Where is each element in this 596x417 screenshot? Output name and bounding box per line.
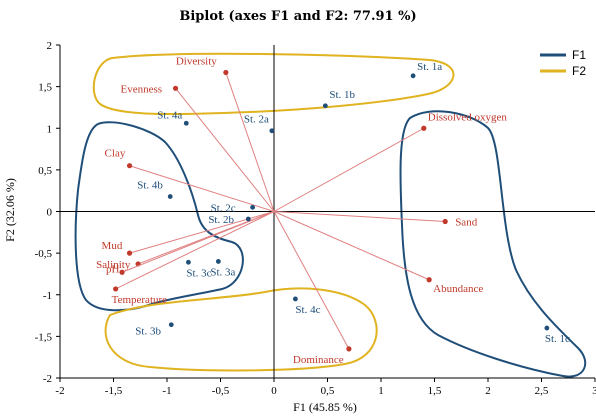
variable-vector-line xyxy=(225,72,275,212)
f2-cluster-top xyxy=(92,52,455,116)
y-tick-label: 0,5 xyxy=(38,165,52,177)
axes: -2 -1,5 -1 -0,5 0 0,5 1 1,5 2 2,5 3 -2 -1,5 -1 -0,5 0 0,… xyxy=(35,40,596,397)
observation-point xyxy=(322,103,328,109)
f1-cluster-right xyxy=(399,110,587,378)
variable-point xyxy=(346,346,352,352)
x-tick-label: 0 xyxy=(271,385,277,397)
variable-label: Mud xyxy=(102,240,123,252)
variable-vector-line xyxy=(273,211,446,222)
x-tick-label: 1,5 xyxy=(428,385,442,397)
variable-vector-line xyxy=(115,211,275,290)
variable-point xyxy=(172,85,179,91)
variable-vector-line xyxy=(129,165,275,212)
legend-label: F2 xyxy=(572,64,586,78)
observation-label: St. 2b xyxy=(208,214,234,226)
variable-vector-line xyxy=(175,87,275,212)
chart-title: Biplot (axes F1 and F2: 77.91 %) xyxy=(179,9,416,24)
observation-label: St. 3c xyxy=(186,267,211,279)
variable-vectors: Diversity Evenness Dissolved oxygen Clay San… xyxy=(96,55,507,365)
observation-point xyxy=(250,204,256,210)
variable-point xyxy=(113,286,119,292)
observation-point xyxy=(167,194,173,199)
x-tick-label: -1 xyxy=(162,385,171,397)
observation-point xyxy=(186,259,191,265)
variable-label: Diversity xyxy=(176,55,217,67)
x-tick-label: -0,5 xyxy=(212,385,230,397)
y-tick-label: 1 xyxy=(47,123,53,135)
x-tick-label: -2 xyxy=(55,385,64,397)
observation-point xyxy=(410,73,416,79)
x-tick-label: 1 xyxy=(378,385,384,397)
y-tick-label: 1,5 xyxy=(38,82,52,94)
y-tick-label: -1,5 xyxy=(35,331,53,343)
variable-label: Clay xyxy=(105,148,126,160)
observation-label: St. 4b xyxy=(137,180,163,192)
x-tick-label: 2 xyxy=(485,385,491,397)
variable-vector-line xyxy=(273,211,350,350)
observation-label: St. 3b xyxy=(135,326,161,338)
observation-label: St. 1b xyxy=(329,89,355,101)
legend-label: F1 xyxy=(572,48,586,62)
x-tick-label: 0,5 xyxy=(321,385,335,397)
variable-point xyxy=(223,69,229,76)
cluster-outlines xyxy=(74,52,587,378)
observation-label: St. 3a xyxy=(210,266,235,278)
variable-point xyxy=(126,163,133,169)
variable-point xyxy=(442,218,448,225)
variable-label: Abundance xyxy=(433,283,483,295)
variable-label: Salinity xyxy=(96,259,131,271)
observation-label: St. 1c xyxy=(545,333,570,345)
observation-point xyxy=(544,325,550,331)
variable-vector-line xyxy=(121,211,275,273)
variable-point xyxy=(126,250,133,256)
variable-vector-line xyxy=(273,211,430,281)
y-tick-label: -2 xyxy=(43,373,52,385)
variable-point xyxy=(119,269,125,275)
f2-cluster-bottom xyxy=(104,287,378,372)
variable-label: pH xyxy=(106,263,120,275)
observation-point xyxy=(183,120,189,126)
variable-label: Dominance xyxy=(293,354,344,366)
x-axis-title: F1 (45.85 %) xyxy=(293,400,357,414)
y-tick-label: 0 xyxy=(47,207,53,219)
observation-label: St. 4a xyxy=(157,109,182,121)
variable-label: Dissolved oxygen xyxy=(428,111,508,123)
variable-label: Temperature xyxy=(112,294,168,306)
variable-vector-line xyxy=(273,127,425,212)
observation-label: St. 2c xyxy=(211,202,236,214)
observation-point xyxy=(293,296,298,302)
observation-label: St. 2a xyxy=(244,114,269,126)
observation-point xyxy=(215,259,221,264)
y-tick-label: -0,5 xyxy=(35,248,53,260)
variable-label: Evenness xyxy=(121,83,163,95)
variable-point xyxy=(426,277,432,283)
variable-point xyxy=(421,125,427,131)
observation-point xyxy=(245,216,251,222)
y-tick-label: -1 xyxy=(43,290,52,302)
observation-label: St. 4c xyxy=(295,304,320,316)
f1-cluster-left xyxy=(74,121,244,312)
y-axis-title: F2 (32.06 %) xyxy=(3,178,17,242)
observation-point xyxy=(269,128,275,134)
x-tick-label: 3 xyxy=(592,385,596,397)
y-tick-label: 2 xyxy=(47,40,53,52)
x-tick-label: -1,5 xyxy=(105,385,123,397)
observation-point xyxy=(168,322,174,328)
x-tick-label: 2,5 xyxy=(535,385,549,397)
observation-label: St. 1a xyxy=(417,61,442,73)
variable-label: Sand xyxy=(455,216,478,228)
